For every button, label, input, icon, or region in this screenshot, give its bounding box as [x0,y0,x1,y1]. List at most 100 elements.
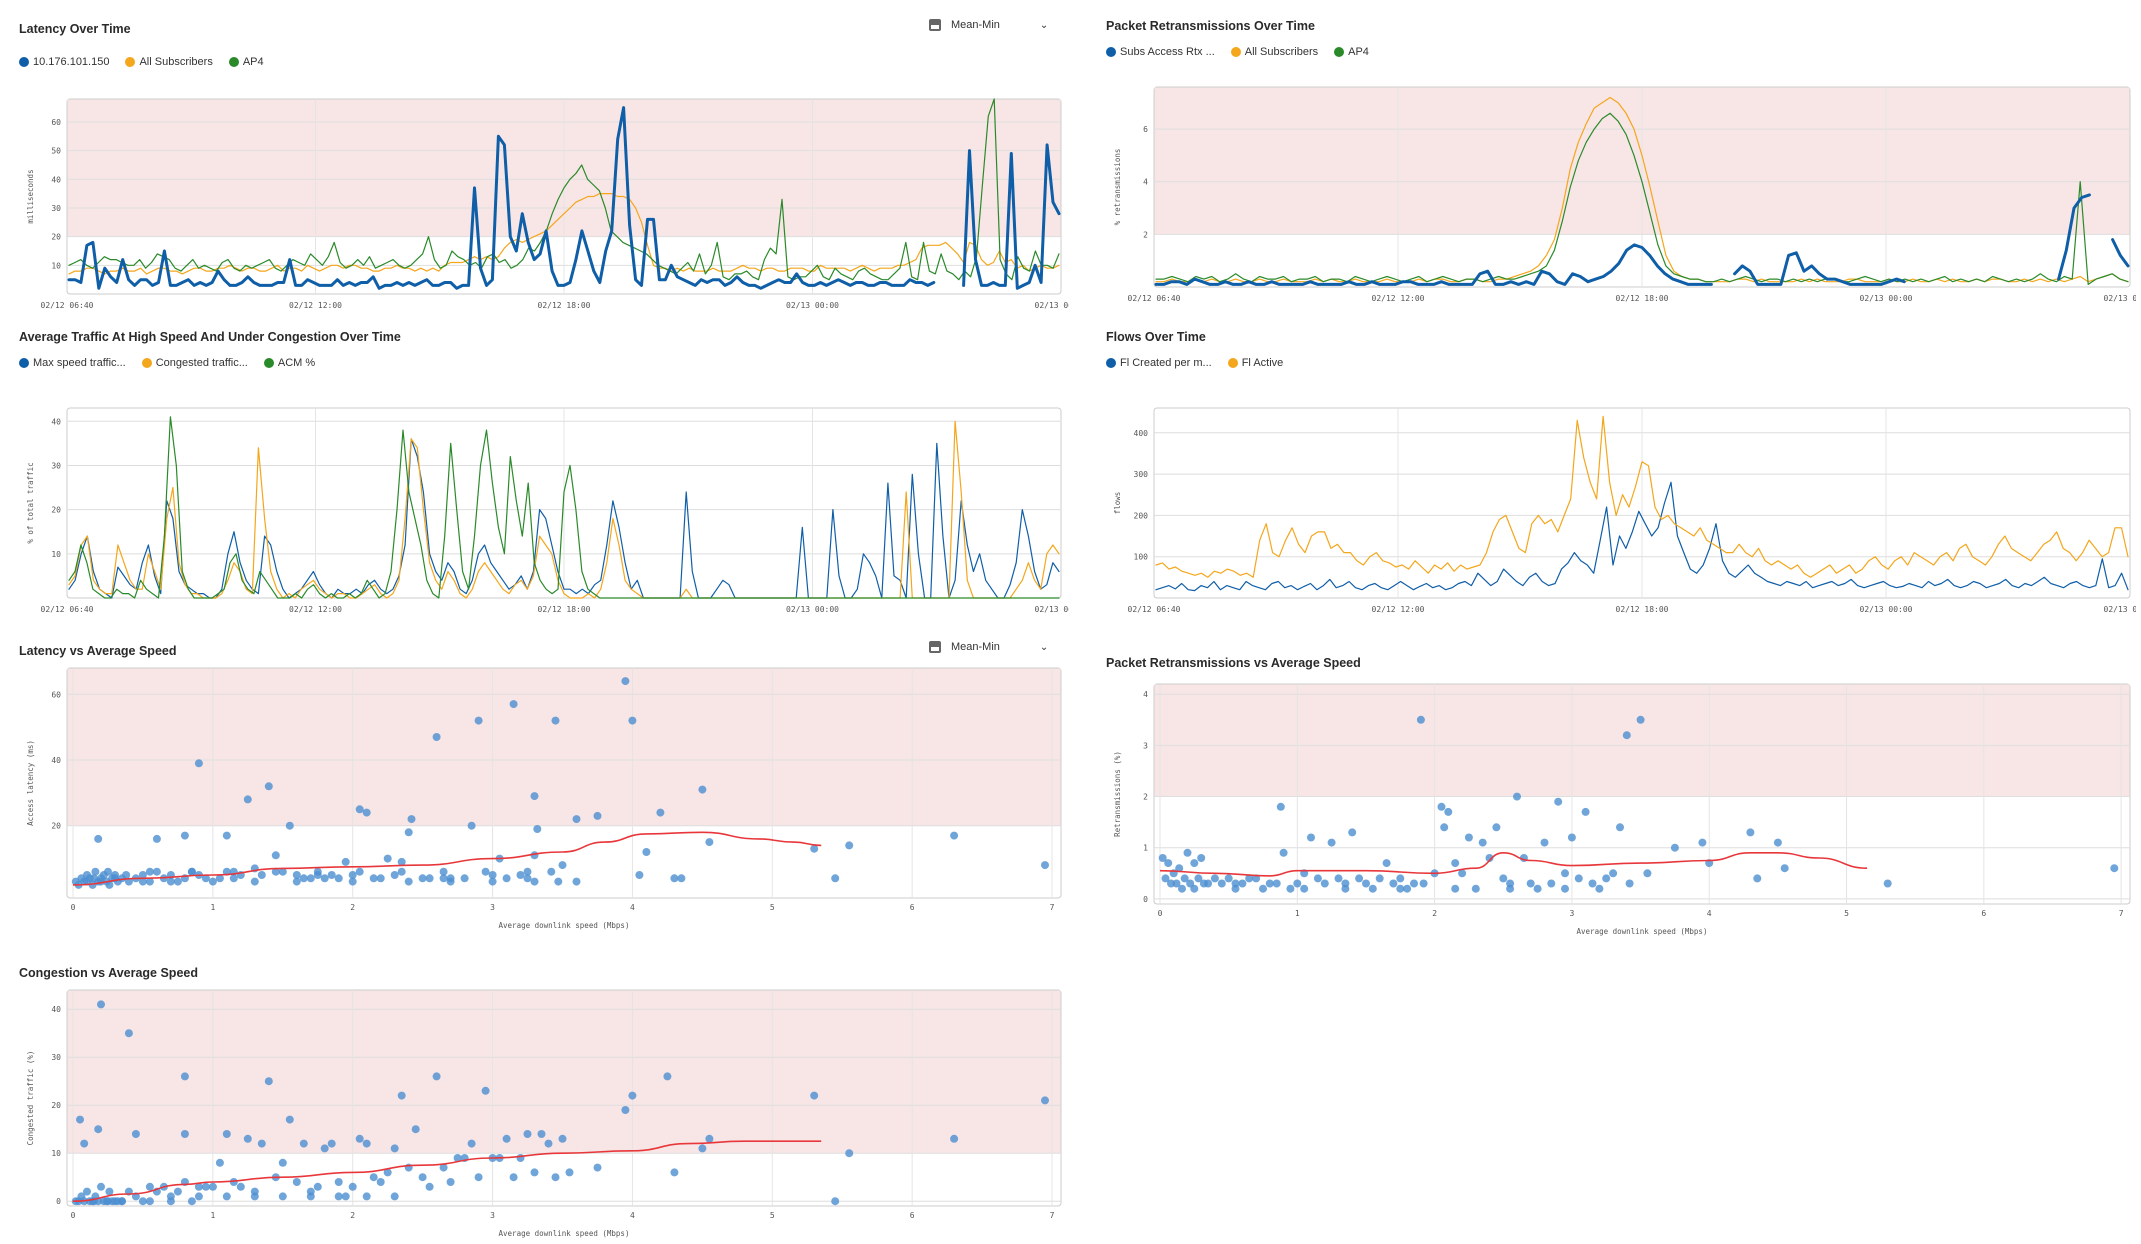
scatter-point [404,877,413,886]
scatter-point [705,1134,714,1143]
legend-item-flows-active[interactable]: Fl Active [1227,357,1283,369]
flows-over-time-chart[interactable]: 100 200 300 400 flows 02/12 06:40 02/12 12:00 0… [1106,378,2136,618]
legend-item-ap4[interactable]: AP4 [1334,46,1369,58]
scatter-point [1403,884,1412,893]
legend: Max speed traffic... Congested traffic..… [19,357,315,369]
legend-dot [1230,47,1241,57]
threshold-band [67,668,1061,826]
legend-item-subs-access-rtx[interactable]: Subs Access Rtx ... [1106,46,1215,58]
legend-item-congested-traffic[interactable]: Congested traffic... [141,357,248,369]
legend-item-subscriber[interactable]: 10.176.101.150 [19,56,109,68]
legend-item-max-speed-traffic[interactable]: Max speed traffic... [19,357,126,369]
scatter-point [278,1158,287,1167]
scatter-point [1602,874,1611,883]
scatter-point [1773,838,1782,847]
scatter-point [523,1130,532,1138]
scatter-point [509,1173,518,1182]
chart-type-icon[interactable] [929,19,941,31]
scatter-point [1410,879,1418,888]
scatter-point [292,871,301,879]
legend-item-all-subscribers[interactable]: All Subscribers [1230,46,1318,58]
scatter-point [453,1154,462,1162]
y-tick-label: 2 [1143,793,1148,802]
scatter-point [628,716,637,725]
legend-item-acm[interactable]: ACM % [263,357,315,369]
scatter-point [83,1187,91,1196]
x-tick-label: 5 [1844,909,1849,918]
scatter-point [355,867,364,876]
scatter-point [327,871,336,879]
scatter-point [208,1182,217,1191]
scatter-point [201,874,210,883]
scatter-point [243,1134,252,1143]
y-axis-label: milliseconds [26,169,35,223]
scatter-point [397,867,406,876]
aggregation-select[interactable]: Mean-Min ⌄ [951,19,1048,31]
scatter-point [1164,859,1173,868]
scatter-point [91,867,100,876]
x-tick-label: 02/12 12:00 [289,301,342,310]
scatter-point [1609,869,1618,878]
legend-dot [19,57,29,67]
legend-label: AP4 [1348,46,1369,58]
scatter-point [187,867,196,876]
scatter-point [530,792,539,801]
scatter-point [122,871,131,879]
scatter-point [502,1134,511,1143]
scatter-point [481,867,490,876]
y-tick-label: 40 [51,1005,61,1014]
scatter-point [1238,879,1247,888]
threshold-band [67,990,1061,1154]
scatter-point [460,874,469,883]
retransmissions-vs-speed-chart[interactable]: 0 1 2 3 4 Retransmissions (%) 0 1 2 3 4 5 6 7 Average … [1106,672,2136,942]
legend-dot [263,358,274,368]
x-tick-label: 02/12 06:40 [41,605,94,614]
chart-type-icon[interactable] [929,641,941,653]
x-axis-label: Average downlink speed (Mbps) [499,1229,630,1238]
series-line [67,106,1061,290]
panel-title: Average Traffic At High Speed And Under … [19,330,401,344]
y-tick-label: 20 [51,233,61,242]
scatter-point [97,1000,105,1009]
scatter-point [1780,864,1789,873]
scatter-point [516,871,525,879]
x-tick-label: 02/13 06:30 [1035,605,1069,614]
scatter-point [1561,884,1569,893]
scatter-point [1041,861,1049,870]
scatter-point [383,1168,392,1177]
scatter-point [1348,828,1357,837]
scatter-point [635,871,644,879]
latency-vs-speed-chart[interactable]: 20 40 60 Access latency (ms) 0 1 2 3 4 5 6 7 Average… [19,660,1069,938]
legend-item-all-subscribers[interactable]: All Subscribers [125,56,213,68]
scatter-point [348,1182,357,1191]
scatter-point [554,877,563,886]
congestion-vs-speed-chart[interactable]: 0 10 20 30 40 Congested traffic (%) 0 1 2 3 4 5 6 7 Av… [19,980,1069,1244]
scatter-point [1574,874,1583,883]
traffic-over-time-chart[interactable]: 10 20 30 40 % of total traffic 02/12 06:40 02/… [19,378,1069,618]
aggregation-select[interactable]: Mean-Min ⌄ [951,641,1048,653]
x-tick-label: 5 [770,903,775,912]
series-line [68,416,1060,599]
scatter-point [509,700,518,709]
legend-item-ap4[interactable]: AP4 [228,56,264,68]
x-tick-label: 02/12 06:40 [41,301,94,310]
scatter-point [474,716,483,725]
legend-item-flows-created[interactable]: Fl Created per m... [1106,357,1212,369]
legend-dot [141,358,152,368]
scatter-point [222,1130,231,1138]
scatter-point [530,1168,539,1177]
y-tick-label: 1 [1143,844,1148,853]
scatter-point [1300,884,1309,893]
latency-over-time-chart[interactable]: 10 20 30 40 50 60 milliseconds 02/12 06:40 02/12… [19,74,1069,314]
panel-title: Latency Over Time [19,22,131,36]
scatter-point [407,815,416,824]
scatter-point [152,834,161,843]
x-tick-label: 2 [350,1211,355,1220]
x-tick-label: 02/12 18:00 [538,605,591,614]
scatter-point [551,716,560,725]
y-tick-label: 30 [51,1053,61,1062]
scatter-point [481,1086,490,1095]
chevron-down-icon: ⌄ [1039,19,1049,31]
retransmissions-over-time-chart[interactable]: 2 4 6 % retransmissions 02/12 06:40 02/12 12:… [1106,67,2136,307]
legend-label: All Subscribers [139,56,213,68]
